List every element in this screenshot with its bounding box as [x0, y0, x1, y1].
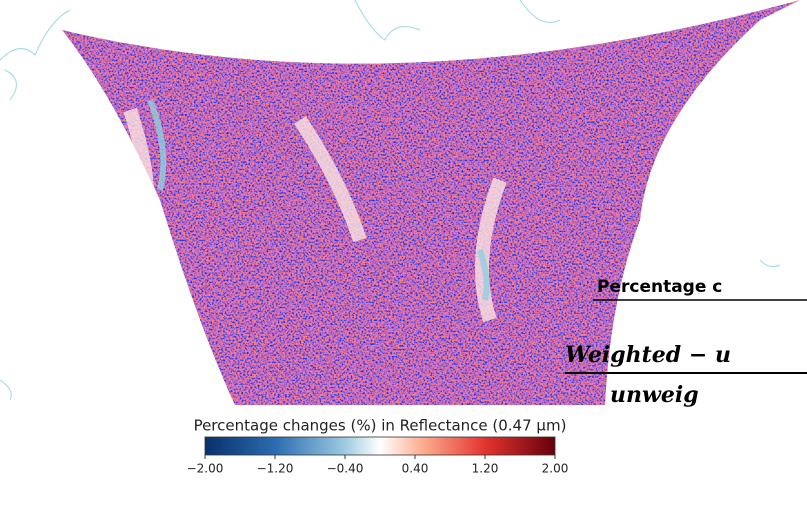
colorbar-title: Percentage changes (%) in Reflectance (0…: [194, 417, 567, 435]
colorbar-tick-label: 0.40: [402, 462, 429, 476]
colorbar-ramp: [205, 437, 555, 455]
annotation-heading: Percentage c: [597, 277, 722, 297]
map-figure: Percentage changes (%) in Reflectance (0…: [0, 0, 807, 509]
colorbar: Percentage changes (%) in Reflectance (0…: [187, 417, 569, 476]
colorbar-tick-label: −2.00: [187, 462, 224, 476]
colorbar-tick-label: −1.20: [257, 462, 294, 476]
formula-denominator: unweig: [610, 382, 699, 408]
colorbar-tick-label: −0.40: [327, 462, 364, 476]
colorbar-tick-label: 1.20: [472, 462, 499, 476]
colorbar-tick-label: 2.00: [542, 462, 569, 476]
formula-numerator: Weighted − u: [565, 342, 731, 368]
